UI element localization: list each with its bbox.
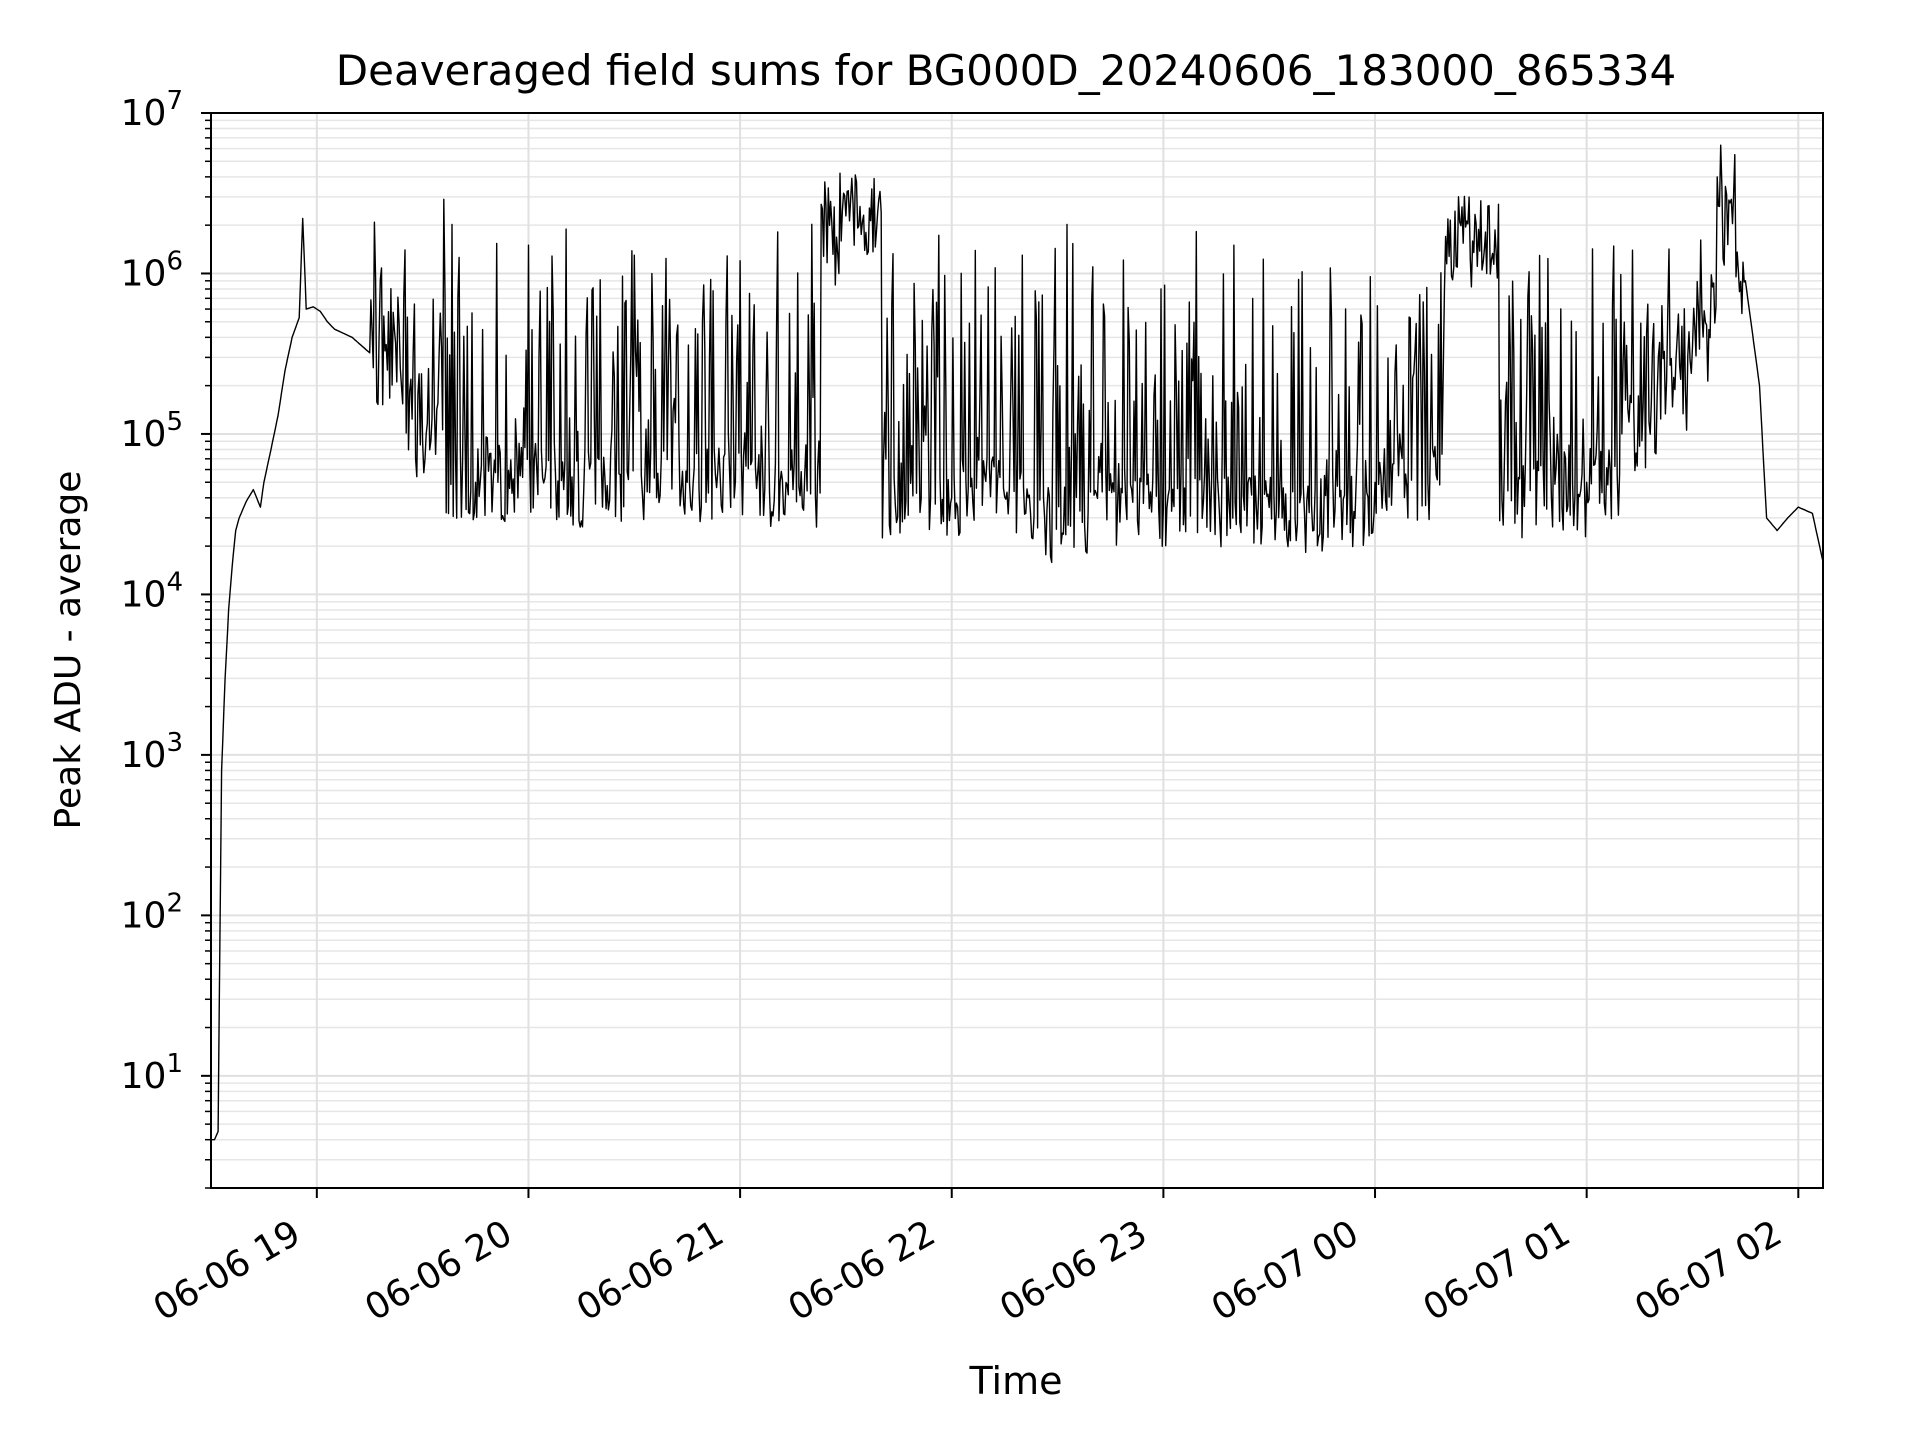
y-tick-exponent: 7	[166, 86, 183, 116]
y-tick-exponent: 1	[166, 1049, 183, 1079]
y-tick-exponent: 6	[166, 246, 183, 276]
series-layer	[211, 144, 1824, 1141]
y-axis-label: Peak ADU - average	[48, 471, 89, 830]
y-tick-base: 10	[121, 735, 167, 776]
y-tick-exponent: 4	[166, 567, 183, 597]
y-tick-base: 10	[121, 574, 167, 615]
y-tick-base: 10	[121, 414, 167, 455]
y-tick-label: 102	[121, 888, 183, 936]
x-axis-label: Time	[969, 1359, 1063, 1403]
y-tick-label: 103	[121, 728, 183, 776]
plot-frame	[210, 112, 1824, 1189]
plot-area	[211, 113, 1823, 1188]
y-tick-exponent: 3	[166, 728, 183, 758]
y-tick-label: 101	[121, 1049, 183, 1097]
y-tick-base: 10	[121, 93, 167, 134]
series-line	[211, 144, 1824, 1141]
y-tick-base: 10	[121, 1056, 167, 1097]
y-tick-label: 104	[121, 567, 183, 615]
y-tick-base: 10	[121, 253, 167, 294]
y-tick-exponent: 5	[166, 407, 183, 437]
y-tick-label: 106	[121, 246, 183, 294]
y-tick-label: 107	[121, 86, 183, 134]
y-tick-base: 10	[121, 895, 167, 936]
y-tick-exponent: 2	[166, 888, 183, 918]
chart-title: Deaveraged field sums for BG000D_2024060…	[336, 46, 1676, 95]
y-tick-label: 105	[121, 407, 183, 455]
grid-lines	[211, 112, 1823, 1189]
